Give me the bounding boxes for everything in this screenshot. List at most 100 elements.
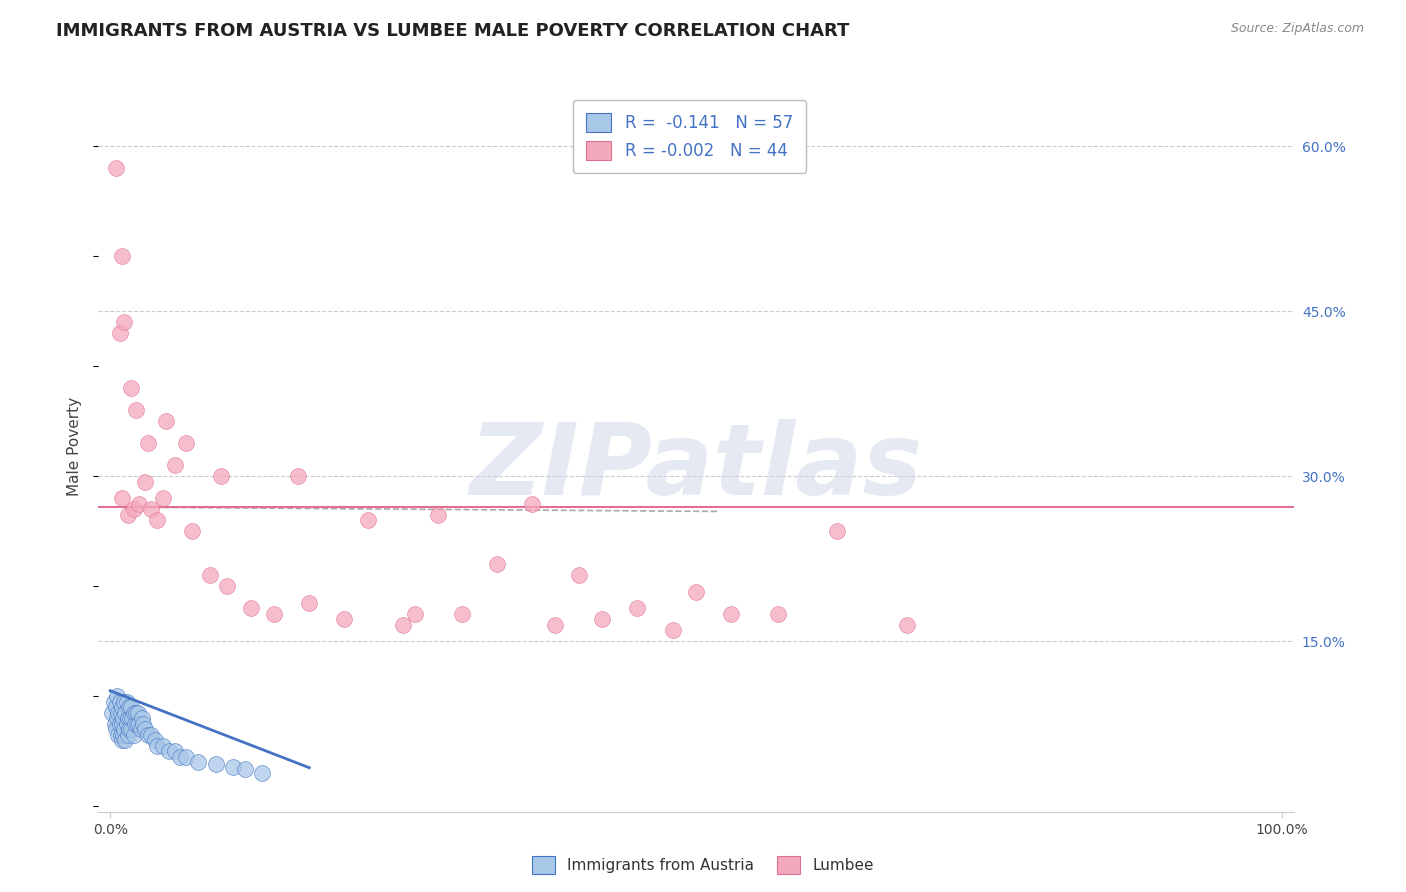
Point: [239, 601, 262, 615]
Point: [169, 749, 191, 764]
Point: [111, 733, 134, 747]
Point: [112, 723, 135, 737]
Point: [105, 723, 128, 737]
Point: [120, 723, 142, 737]
Point: [404, 607, 426, 621]
Point: [127, 706, 149, 720]
Point: [450, 607, 472, 621]
Point: [427, 508, 450, 522]
Point: [105, 690, 128, 704]
Point: [108, 326, 131, 341]
Text: Source: ZipAtlas.com: Source: ZipAtlas.com: [1230, 22, 1364, 36]
Point: [217, 579, 239, 593]
Point: [485, 558, 508, 572]
Point: [105, 161, 128, 176]
Point: [131, 711, 153, 725]
Point: [112, 728, 135, 742]
Point: [112, 315, 135, 329]
Point: [128, 497, 150, 511]
Point: [120, 711, 141, 725]
Point: [174, 749, 197, 764]
Point: [114, 706, 136, 720]
Point: [117, 728, 139, 742]
Point: [115, 716, 138, 731]
Point: [155, 414, 177, 428]
Point: [136, 436, 159, 450]
Point: [111, 491, 134, 506]
Point: [825, 524, 848, 539]
Point: [101, 706, 124, 720]
Point: [128, 716, 150, 731]
Point: [111, 716, 134, 731]
Point: [111, 249, 134, 263]
Point: [685, 584, 707, 599]
Point: [127, 716, 149, 731]
Point: [163, 458, 186, 473]
Point: [204, 757, 226, 772]
Point: [132, 716, 155, 731]
Point: [122, 728, 145, 742]
Point: [211, 469, 233, 483]
Point: [174, 436, 197, 450]
Point: [141, 502, 163, 516]
Point: [661, 624, 683, 638]
Point: [124, 716, 146, 731]
Point: [120, 700, 142, 714]
Point: [626, 601, 648, 615]
Point: [114, 733, 136, 747]
Point: [125, 403, 148, 417]
Point: [103, 695, 125, 709]
Text: ZIPatlas: ZIPatlas: [470, 419, 922, 516]
Point: [107, 728, 129, 742]
Point: [181, 524, 204, 539]
Point: [118, 700, 141, 714]
Y-axis label: Male Poverty: Male Poverty: [67, 396, 83, 496]
Text: IMMIGRANTS FROM AUSTRIA VS LUMBEE MALE POVERTY CORRELATION CHART: IMMIGRANTS FROM AUSTRIA VS LUMBEE MALE P…: [56, 22, 849, 40]
Point: [134, 475, 156, 489]
Point: [110, 706, 132, 720]
Point: [152, 739, 174, 753]
Point: [111, 700, 134, 714]
Point: [136, 728, 159, 742]
Point: [263, 607, 285, 621]
Point: [117, 508, 139, 522]
Point: [146, 513, 169, 527]
Point: [896, 617, 918, 632]
Point: [544, 617, 567, 632]
Point: [115, 695, 138, 709]
Point: [112, 695, 135, 709]
Point: [134, 723, 156, 737]
Point: [108, 716, 131, 731]
Point: [520, 497, 543, 511]
Point: [143, 733, 166, 747]
Point: [568, 568, 591, 582]
Point: [125, 706, 148, 720]
Point: [157, 744, 180, 758]
Point: [108, 695, 131, 709]
Point: [146, 739, 169, 753]
Point: [121, 711, 143, 725]
Point: [105, 700, 128, 714]
Point: [107, 706, 129, 720]
Point: [766, 607, 789, 621]
Legend: R =  -0.141   N = 57, R = -0.002   N = 44: R = -0.141 N = 57, R = -0.002 N = 44: [572, 100, 806, 173]
Point: [129, 723, 152, 737]
Point: [141, 728, 163, 742]
Point: [163, 744, 186, 758]
Point: [118, 723, 141, 737]
Point: [392, 617, 415, 632]
Point: [122, 502, 145, 516]
Point: [252, 766, 274, 780]
Point: [105, 711, 128, 725]
Point: [287, 469, 309, 483]
Point: [333, 612, 356, 626]
Point: [117, 711, 139, 725]
Point: [198, 568, 221, 582]
Point: [112, 711, 135, 725]
Point: [152, 491, 174, 506]
Point: [187, 756, 209, 770]
Point: [233, 762, 256, 776]
Point: [104, 716, 127, 731]
Point: [720, 607, 742, 621]
Point: [120, 381, 142, 395]
